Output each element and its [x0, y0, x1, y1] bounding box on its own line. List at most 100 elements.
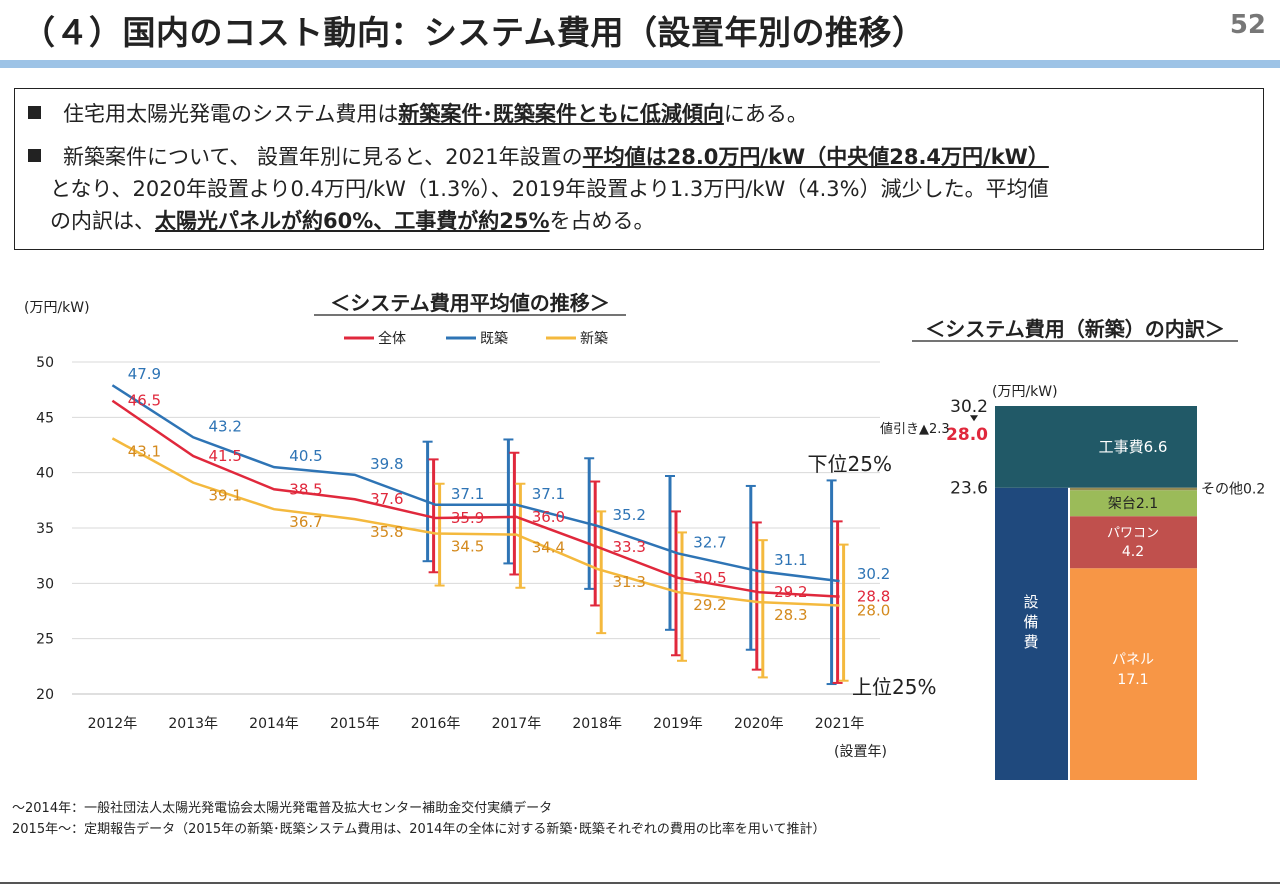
x-tick-label: 2014年	[249, 716, 299, 732]
data-label: 29.2	[774, 583, 807, 601]
header-rule	[0, 60, 1280, 68]
tick-average: 28.0	[946, 425, 988, 445]
series-line	[111, 384, 840, 583]
other-segment	[1070, 487, 1197, 491]
data-label: 30.2	[857, 565, 890, 583]
arrow-down-icon	[970, 415, 978, 422]
y-tick-label: 30	[36, 576, 54, 592]
data-label: 39.1	[208, 487, 241, 505]
data-label: 37.1	[451, 485, 484, 503]
series-lines	[111, 384, 840, 607]
bullet-2-line1-pre: 新築案件について、 設置年別に見ると、2021年設置の	[63, 145, 583, 169]
data-labels: 46.5 41.5 38.5 37.6 35.9 36.0 33.3 30.5 29.2 28.8…	[128, 365, 891, 624]
page-title: （４）国内のコスト動向：システム費用（設置年別の推移）	[22, 13, 926, 52]
legend-label: 既築	[480, 331, 508, 347]
equipment-label: 備	[1023, 613, 1038, 631]
data-label: 35.2	[612, 506, 645, 524]
bullet-1-emphasis: 新築案件･既築案件ともに低減傾向	[398, 102, 724, 126]
line-chart: (万円/kW) ＜システム費用平均値の推移＞ 20 25 30 35 40 45 50 全体…	[24, 291, 936, 760]
y-tick-label: 20	[36, 687, 54, 703]
construction-label: 工事費6.6	[1099, 438, 1168, 456]
summary-box	[14, 88, 1264, 250]
pcs-label-2: 4.2	[1122, 544, 1144, 560]
y-tick-label: 50	[36, 355, 54, 371]
stacked-chart-title: ＜システム費用（新築）の内訳＞	[925, 317, 1224, 341]
bullet-2-line3-post: を占める。	[549, 209, 655, 233]
legend-label: 全体	[378, 330, 406, 347]
data-label: 32.7	[693, 533, 726, 551]
data-label: 28.3	[774, 606, 807, 624]
data-label: 34.4	[532, 539, 565, 557]
stacked-labels: 工事費6.6 パネル 17.1 パワコン 4.2 架台2.1 その他0.2 設備費 30.2 23…	[880, 397, 1265, 688]
data-label: 41.5	[208, 447, 241, 465]
data-label: 35.9	[451, 509, 484, 527]
x-tick-label: 2013年	[168, 716, 218, 732]
data-label: 33.3	[612, 538, 645, 556]
data-label: 38.5	[289, 480, 322, 498]
y-tick-label: 45	[36, 410, 54, 426]
data-label: 29.2	[693, 596, 726, 614]
source-note-1: ～2014年：一般社団法人太陽光発電協会太陽光発電普及拡大センター補助金交付実績…	[12, 801, 553, 816]
line-chart-title: ＜システム費用平均値の推移＞	[330, 291, 609, 315]
rack-label: 架台2.1	[1108, 496, 1158, 512]
data-label: 31.1	[774, 551, 807, 569]
lower-quartile-annotation: 下位25%	[808, 452, 892, 476]
y-axis-unit: (万円/kW)	[24, 300, 90, 316]
data-label: 43.1	[128, 442, 161, 460]
data-label: 30.5	[693, 569, 726, 587]
panel-segment	[1070, 568, 1197, 780]
bullet-1-pre: 住宅用太陽光発電のシステム費用は	[63, 102, 399, 126]
data-label: 39.8	[370, 455, 403, 473]
tick-mid: 23.6	[950, 479, 988, 499]
construction-segment	[995, 406, 1197, 488]
panel-label-1: パネル	[1112, 652, 1154, 668]
bullet-square-icon	[28, 106, 41, 119]
data-label: 37.1	[532, 485, 565, 503]
discount-label: 値引き▲2.3	[880, 421, 950, 437]
series-line	[111, 399, 840, 598]
bullet-2-line3-emphasis: 太陽光パネルが約60%、工事費が約25%	[155, 209, 550, 233]
data-label: 35.8	[370, 523, 403, 541]
data-label: 31.3	[612, 573, 645, 591]
tick-top: 30.2	[950, 397, 988, 417]
pcs-label-1: パワコン	[1107, 526, 1159, 541]
equipment-label: 設	[1023, 593, 1038, 611]
data-label: 47.9	[128, 365, 161, 383]
data-label: 40.5	[289, 447, 322, 465]
rack-segment	[1070, 490, 1197, 517]
x-tick-label: 2015年	[330, 716, 380, 732]
panel-label-2: 17.1	[1117, 672, 1148, 688]
data-label: 34.5	[451, 538, 484, 556]
bullet-2-line3: の内訳は、太陽光パネルが約60%、工事費が約25%を占める。	[50, 205, 655, 237]
x-tick-label: 2019年	[653, 716, 703, 732]
data-label: 28.0	[857, 601, 890, 619]
bullet-square-icon	[28, 149, 41, 162]
footer-rule	[0, 882, 1280, 884]
stacked-unit: (万円/kW)	[992, 384, 1058, 400]
x-tick-label: 2018年	[572, 716, 622, 732]
y-tick-label: 25	[36, 632, 54, 648]
data-label: 28.8	[857, 588, 890, 606]
stacked-bars	[995, 406, 1197, 780]
x-tick-label: 2016年	[411, 716, 461, 732]
x-tick-label: 2012年	[88, 716, 138, 732]
other-label: その他0.2	[1201, 482, 1265, 498]
y-tick-label: 35	[36, 521, 54, 537]
bullet-2: 新築案件について、 設置年別に見ると、2021年設置の平均値は28.0万円/kW…	[28, 141, 1049, 173]
grid: 20 25 30 35 40 45 50	[36, 355, 880, 703]
x-tick-label: 2017年	[492, 716, 542, 732]
data-label: 36.7	[289, 513, 322, 531]
x-tick-labels: 2012年 2013年 2014年 2015年 2016年 2017年 2018年 2019年…	[88, 716, 865, 732]
x-tick-label: 2021年	[815, 716, 865, 732]
upper-quartile-annotation: 上位25%	[852, 675, 936, 699]
series-line	[111, 437, 840, 607]
bullet-2-line1-emphasis: 平均値は28.0万円/kW（中央値28.4万円/kW）	[582, 145, 1049, 169]
bullet-2-line3-pre: の内訳は、	[50, 209, 155, 233]
x-axis-label: (設置年)	[834, 744, 887, 760]
bullet-2-line2: となり、2020年設置より0.4万円/kW（1.3%）、2019年設置より1.3…	[50, 177, 1049, 201]
x-tick-label: 2020年	[734, 716, 784, 732]
bullet-1: 住宅用太陽光発電のシステム費用は新築案件･既築案件ともに低減傾向にある。	[28, 98, 808, 130]
equipment-bar	[995, 487, 1068, 780]
data-label: 37.6	[370, 490, 403, 508]
data-label: 46.5	[128, 392, 161, 410]
